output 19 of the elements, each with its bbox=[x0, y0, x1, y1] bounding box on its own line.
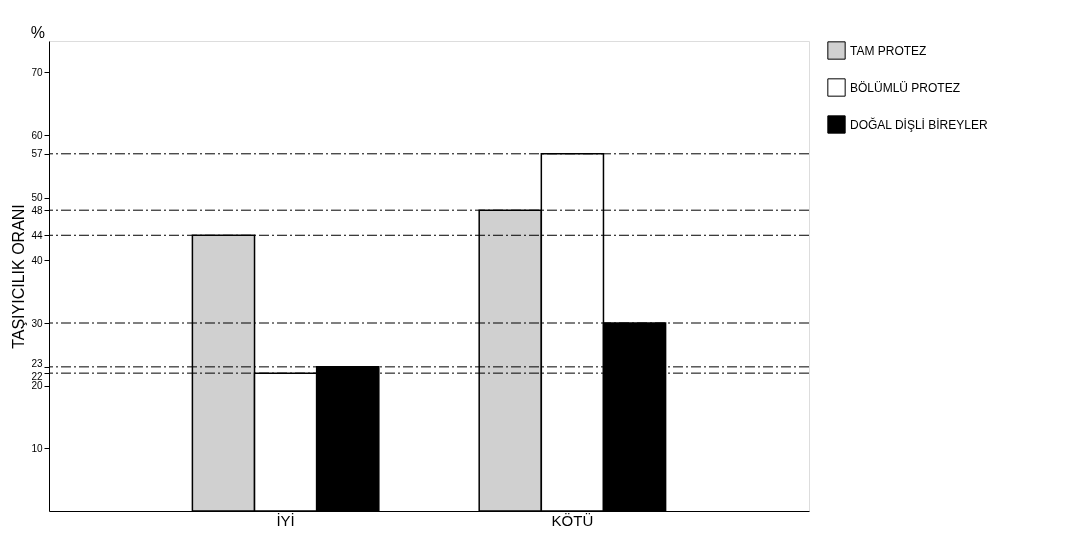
y-tick-label: 60 bbox=[31, 129, 43, 141]
text: % bbox=[30, 24, 45, 41]
y-tick-label: 30 bbox=[31, 317, 43, 329]
legend-label: TAM PROTEZ bbox=[850, 43, 927, 58]
y-tick-label: 23 bbox=[31, 358, 43, 370]
y-tick-label: 20 bbox=[31, 380, 43, 392]
y-tick-label: 44 bbox=[31, 229, 43, 241]
y-tick-label: 57 bbox=[31, 148, 43, 160]
y-tick-label: 70 bbox=[31, 66, 43, 78]
y-tick-label: 22 bbox=[31, 370, 43, 382]
legend-label: BÖLÜMLÜ PROTEZ bbox=[850, 80, 961, 95]
y-tick-label: 50 bbox=[31, 192, 43, 204]
y-tick-label: 10 bbox=[31, 442, 43, 454]
x-tick-label: KÖTÜ bbox=[551, 511, 594, 529]
y-tick-label: 48 bbox=[31, 204, 43, 216]
x-tick-label: İYİ bbox=[276, 511, 295, 529]
y-axis-title: TAŞIYICILIK ORANI bbox=[10, 204, 28, 349]
legend-label: DOĞAL DİŞLİ BİREYLER bbox=[850, 116, 988, 132]
y-tick-label: 40 bbox=[31, 254, 43, 266]
